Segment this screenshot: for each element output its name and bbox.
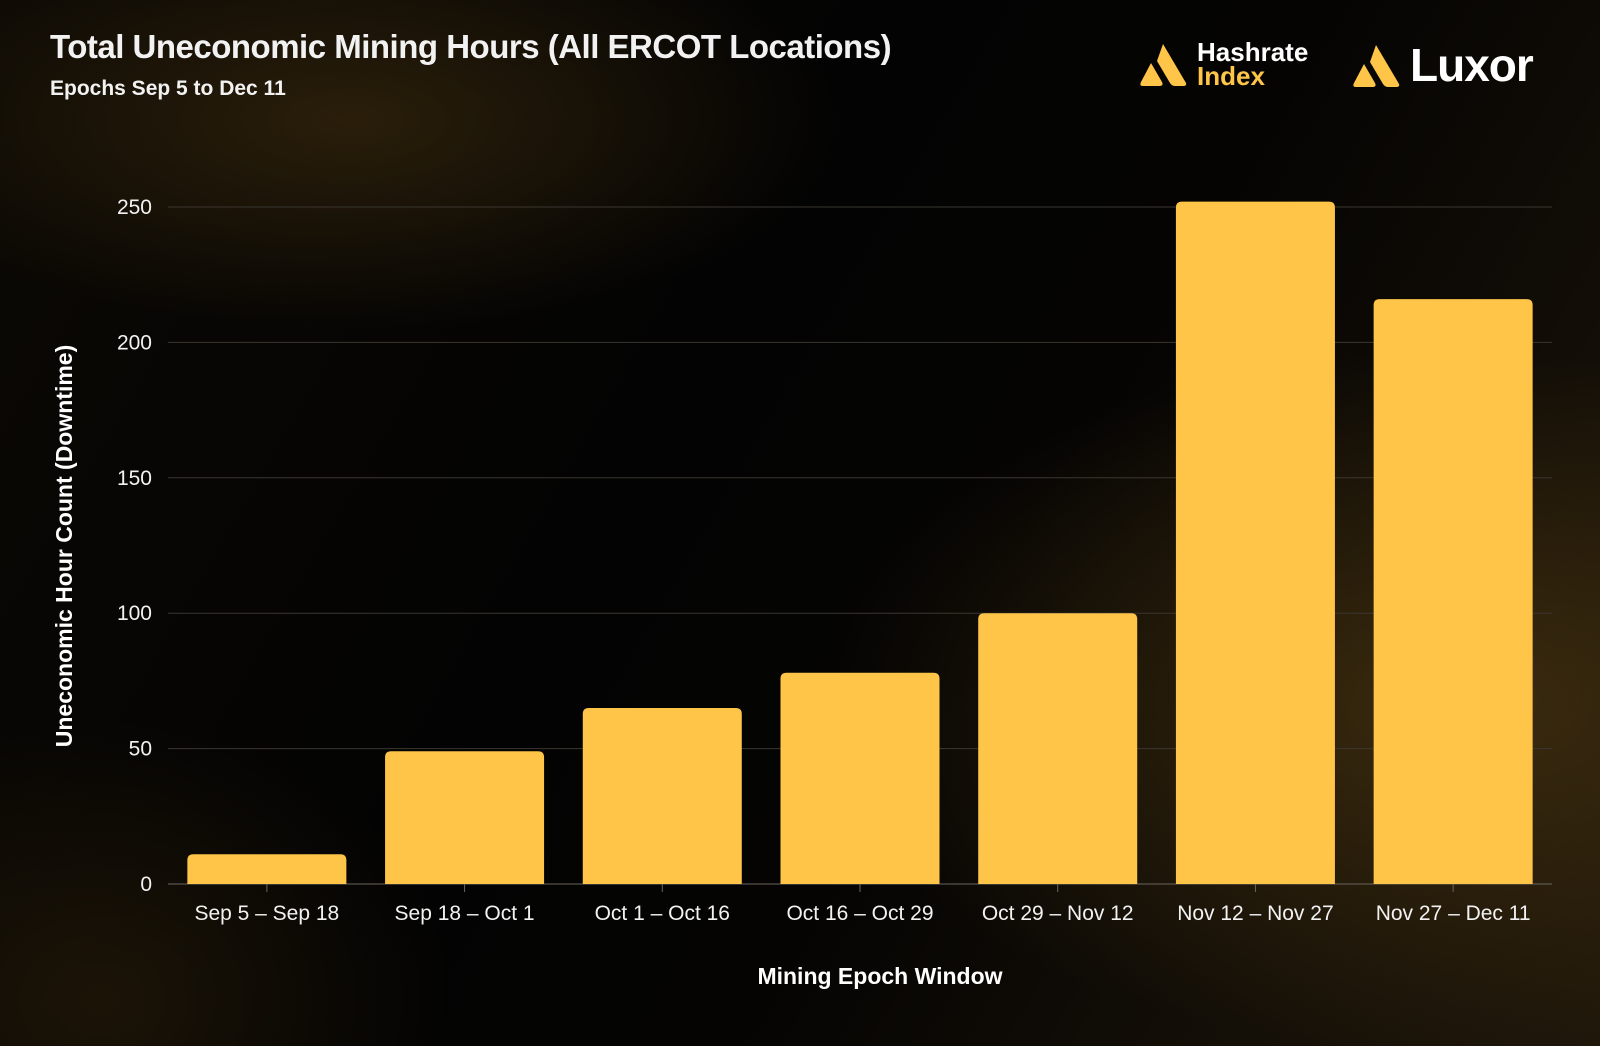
hashrate-logo-line1: Hashrate: [1197, 37, 1309, 67]
y-axis-label: Uneconomic Hour Count (Downtime): [51, 345, 77, 747]
y-tick-label: 250: [117, 196, 152, 219]
bar: [1373, 299, 1533, 884]
x-tick-label: Oct 29 – Nov 12: [982, 902, 1134, 925]
x-axis-label: Mining Epoch Window: [757, 963, 1002, 989]
luxor-logo-text: Luxor: [1410, 39, 1534, 91]
luxor-logo: Luxor: [1350, 38, 1534, 92]
x-tick-label: Nov 27 – Dec 11: [1376, 902, 1531, 925]
bar: [978, 613, 1138, 884]
hashrate-index-logo-icon: [1140, 44, 1187, 86]
x-tick-label: Oct 1 – Oct 16: [595, 902, 730, 925]
luxor-logo-icon: [1353, 45, 1400, 87]
hashrate-logo-line2: Index: [1197, 61, 1265, 91]
x-tick-label: Oct 16 – Oct 29: [786, 902, 933, 925]
y-tick-label: 50: [129, 738, 152, 761]
bar: [780, 672, 940, 884]
y-tick-label: 100: [117, 602, 152, 625]
bar: [1175, 201, 1335, 885]
x-tick-label: Sep 18 – Oct 1: [395, 902, 535, 925]
bar: [385, 751, 545, 884]
hashrate-index-logo: Hashrate Index: [1137, 37, 1309, 91]
y-tick-label: 150: [117, 467, 152, 490]
y-tick-label: 0: [140, 873, 152, 896]
y-tick-label: 200: [117, 331, 152, 354]
chart-subtitle: Epochs Sep 5 to Dec 11: [50, 77, 286, 100]
x-tick-label: Nov 12 – Nov 27: [1177, 902, 1333, 925]
chart-title: Total Uneconomic Mining Hours (All ERCOT…: [50, 28, 892, 65]
bar: [582, 707, 742, 884]
x-tick-label: Sep 5 – Sep 18: [194, 902, 339, 925]
bar: [187, 854, 347, 884]
